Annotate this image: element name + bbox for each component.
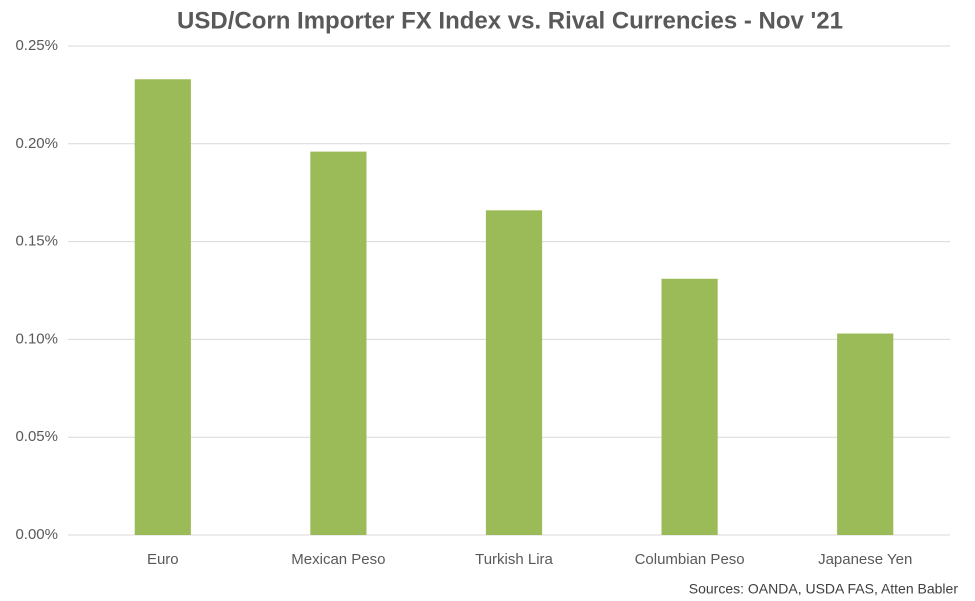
y-tick-label: 0.05% — [15, 428, 58, 445]
y-tick-label: 0.00% — [15, 526, 58, 543]
x-tick-label: Mexican Peso — [291, 551, 385, 568]
bar — [837, 333, 894, 535]
x-tick-label: Turkish Lira — [475, 551, 553, 568]
bar — [310, 151, 367, 535]
bar — [661, 278, 718, 535]
x-tick-label: Euro — [147, 551, 179, 568]
y-tick-label: 0.25% — [15, 37, 58, 54]
bar — [134, 79, 191, 535]
source-note: Sources: OANDA, USDA FAS, Atten Babler — [689, 581, 959, 597]
y-tick-label: 0.10% — [15, 330, 58, 347]
y-tick-label: 0.15% — [15, 233, 58, 250]
x-tick-label: Japanese Yen — [818, 551, 912, 568]
x-tick-label: Columbian Peso — [635, 551, 745, 568]
y-tick-label: 0.20% — [15, 135, 58, 152]
bar — [485, 210, 543, 535]
chart-title: USD/Corn Importer FX Index vs. Rival Cur… — [177, 7, 843, 34]
